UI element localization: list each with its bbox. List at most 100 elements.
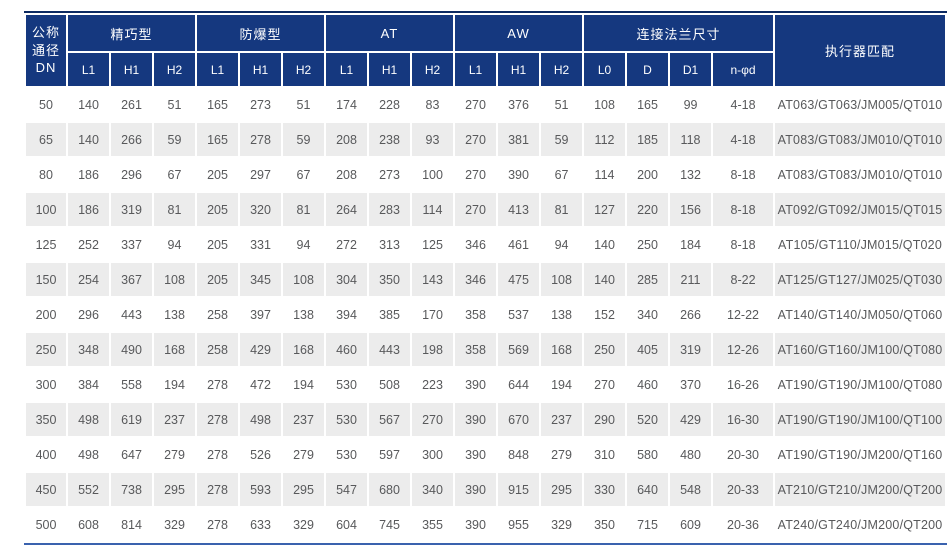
cell-dimension: 16-30 (713, 403, 774, 436)
cell-dimension: 278 (197, 473, 238, 506)
cell-dimension: 310 (584, 438, 626, 471)
header-sub-l0: L0 (584, 53, 626, 86)
cell-dn: 50 (26, 88, 66, 121)
cell-dimension: 237 (541, 403, 583, 436)
cell-actuator: AT190/GT190/JM100/QT080 (775, 368, 946, 401)
cell-dimension: 138 (283, 298, 324, 331)
cell-dimension: 475 (498, 263, 540, 296)
cell-dimension: 520 (627, 403, 669, 436)
cell-dimension: 319 (111, 193, 152, 226)
cell-dimension: 99 (670, 88, 712, 121)
cell-dimension: 20-33 (713, 473, 774, 506)
cell-dimension: 508 (369, 368, 410, 401)
cell-dimension: 390 (455, 368, 497, 401)
cell-dimension: 273 (369, 158, 410, 191)
cell-dimension: 443 (369, 333, 410, 366)
cell-dimension: 261 (111, 88, 152, 121)
cell-actuator: AT160/GT160/JM100/QT080 (775, 333, 946, 366)
cell-dimension: 205 (197, 228, 238, 261)
cell-dimension: 12-22 (713, 298, 774, 331)
table-row: 250 348 490 168 258 429 168 460 443 198 358 569 168 2… (26, 333, 946, 366)
cell-dimension: 205 (197, 193, 238, 226)
cell-dimension: 208 (326, 158, 367, 191)
cell-actuator: AT083/GT083/JM010/QT010 (775, 158, 946, 191)
cell-dimension: 51 (154, 88, 195, 121)
cell-dimension: 295 (541, 473, 583, 506)
cell-actuator: AT105/GT110/JM015/QT020 (775, 228, 946, 261)
cell-dn: 450 (26, 473, 66, 506)
cell-dimension: 51 (541, 88, 583, 121)
cell-dimension: 548 (670, 473, 712, 506)
cell-dimension: 94 (541, 228, 583, 261)
cell-dimension: 633 (240, 508, 281, 541)
cell-actuator: AT210/GT210/JM200/QT200 (775, 473, 946, 506)
cell-dimension: 59 (154, 123, 195, 156)
cell-dimension: 593 (240, 473, 281, 506)
cell-dimension: 329 (283, 508, 324, 541)
cell-dimension: 100 (412, 158, 454, 191)
cell-actuator: AT190/GT190/JM200/QT160 (775, 438, 946, 471)
cell-dimension: 530 (326, 403, 367, 436)
cell-dimension: 330 (584, 473, 626, 506)
cell-dimension: 346 (455, 228, 497, 261)
valve-spec-table-container: 公称 通径 DN 精巧型 防爆型 AT AW 连接法兰尺寸 执行器匹配 L1 H1… (24, 11, 948, 545)
cell-actuator: AT063/GT063/JM005/QT010 (775, 88, 946, 121)
cell-dimension: 165 (627, 88, 669, 121)
cell-dimension: 394 (326, 298, 367, 331)
cell-dimension: 250 (627, 228, 669, 261)
cell-dn: 400 (26, 438, 66, 471)
cell-actuator: AT092/GT092/JM015/QT015 (775, 193, 946, 226)
cell-dimension: 20-36 (713, 508, 774, 541)
cell-dn: 200 (26, 298, 66, 331)
cell-dimension: 390 (455, 403, 497, 436)
cell-dimension: 118 (670, 123, 712, 156)
header-sub-h2: H2 (154, 53, 195, 86)
cell-dimension: 272 (326, 228, 367, 261)
cell-dimension: 143 (412, 263, 454, 296)
cell-dimension: 258 (197, 298, 238, 331)
cell-dimension: 283 (369, 193, 410, 226)
cell-dimension: 270 (455, 123, 497, 156)
cell-dimension: 345 (240, 263, 281, 296)
cell-dimension: 12-26 (713, 333, 774, 366)
cell-dimension: 254 (68, 263, 109, 296)
cell-dimension: 279 (541, 438, 583, 471)
cell-dimension: 67 (154, 158, 195, 191)
cell-dimension: 290 (584, 403, 626, 436)
cell-dimension: 200 (627, 158, 669, 191)
cell-dimension: 547 (326, 473, 367, 506)
cell-dn: 150 (26, 263, 66, 296)
cell-dimension: 279 (283, 438, 324, 471)
cell-dimension: 278 (197, 403, 238, 436)
cell-dimension: 567 (369, 403, 410, 436)
table-row: 80 186 296 67 205 297 67 208 273 100 270 390 67 114 20… (26, 158, 946, 191)
cell-dimension: 81 (541, 193, 583, 226)
cell-dimension: 319 (670, 333, 712, 366)
table-row: 300 384 558 194 278 472 194 530 508 223 390 644 194 2… (26, 368, 946, 401)
cell-dimension: 205 (197, 158, 238, 191)
cell-dimension: 738 (111, 473, 152, 506)
cell-dimension: 285 (627, 263, 669, 296)
cell-dimension: 597 (369, 438, 410, 471)
cell-dimension: 537 (498, 298, 540, 331)
header-sub-l1: L1 (197, 53, 238, 86)
cell-dimension: 237 (154, 403, 195, 436)
cell-actuator: AT140/GT140/JM050/QT060 (775, 298, 946, 331)
cell-dimension: 273 (240, 88, 281, 121)
cell-dimension: 348 (68, 333, 109, 366)
cell-dimension: 170 (412, 298, 454, 331)
cell-dimension: 127 (584, 193, 626, 226)
header-sub-h2: H2 (541, 53, 583, 86)
valve-spec-table: 公称 通径 DN 精巧型 防爆型 AT AW 连接法兰尺寸 执行器匹配 L1 H1… (24, 11, 948, 545)
cell-dimension: 297 (240, 158, 281, 191)
cell-dimension: 83 (412, 88, 454, 121)
cell-dimension: 331 (240, 228, 281, 261)
header-group-compact: 精巧型 (68, 15, 195, 51)
cell-dimension: 296 (111, 158, 152, 191)
table-row: 450 552 738 295 278 593 295 547 680 340 390 915 295 3… (26, 473, 946, 506)
header-sub-h2: H2 (412, 53, 454, 86)
cell-dimension: 194 (541, 368, 583, 401)
cell-dimension: 252 (68, 228, 109, 261)
cell-dimension: 604 (326, 508, 367, 541)
header-sub-h1: H1 (498, 53, 540, 86)
